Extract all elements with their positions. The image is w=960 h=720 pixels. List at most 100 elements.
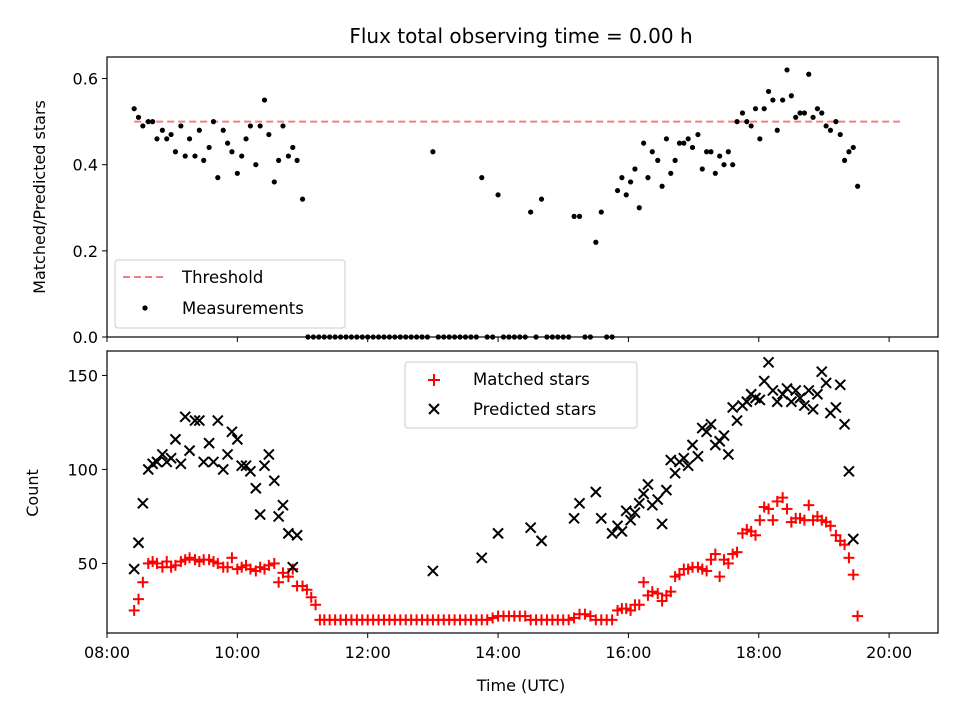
measurement-point xyxy=(770,97,776,103)
measurement-point xyxy=(850,144,856,151)
predicted-star-point xyxy=(573,497,586,509)
predicted-star-point xyxy=(156,448,169,461)
matched-star-point xyxy=(184,552,196,564)
predicted-star-point xyxy=(128,563,140,575)
predicted-star-point xyxy=(203,437,215,449)
predicted-star-point xyxy=(700,426,713,438)
measurement-point xyxy=(135,114,142,120)
matched-star-point xyxy=(830,529,842,541)
predicted-star-point xyxy=(250,482,262,494)
matched-star-point xyxy=(767,514,779,526)
predicted-star-point xyxy=(830,401,842,414)
top-y-tick-label: 0.6 xyxy=(73,70,98,89)
measurement-point xyxy=(632,166,638,172)
measurement-point xyxy=(261,97,268,103)
matched-star-point xyxy=(714,571,726,583)
bottom-y-axis: 50 100 150 xyxy=(67,366,107,573)
matched-star-point xyxy=(843,552,855,564)
matched-star-point xyxy=(839,539,851,551)
measurement-point xyxy=(201,157,207,163)
top-plot-area xyxy=(131,67,900,340)
matched-star-point xyxy=(282,571,294,583)
bottom-y-tick-label: 150 xyxy=(67,366,98,385)
measurement-point xyxy=(685,136,691,142)
measurement-point xyxy=(846,149,852,155)
bottom-plot-area xyxy=(128,356,864,626)
matched-star-point xyxy=(244,563,256,575)
measurement-point xyxy=(159,127,165,133)
measurement-point xyxy=(797,110,803,116)
measurement-point xyxy=(636,205,642,211)
predicted-star-point xyxy=(595,512,607,525)
predicted-star-point xyxy=(820,377,832,389)
predicted-star-point xyxy=(151,456,163,468)
matched-star-point xyxy=(633,599,645,611)
matched-star-point xyxy=(781,503,793,515)
predicted-star-point xyxy=(637,488,650,500)
predicted-star-point xyxy=(692,450,704,462)
predicted-star-point xyxy=(629,506,641,519)
predicted-star-point xyxy=(137,497,149,509)
measurement-point xyxy=(708,149,714,155)
measurement-point xyxy=(229,149,235,155)
top-y-axis: 0.0 0.2 0.4 0.6 xyxy=(73,70,107,347)
matched-star-point xyxy=(301,584,313,596)
matched-star-point xyxy=(763,503,775,515)
measurement-point xyxy=(801,110,807,116)
predicted-star-point xyxy=(132,537,145,549)
predicted-star-point xyxy=(212,414,224,427)
top-panel: 0.0 0.2 0.4 0.6 Matched/Predicted stars Thr… xyxy=(30,56,939,347)
predicted-star-point xyxy=(179,411,191,423)
bottom-axes-frame xyxy=(106,350,939,634)
measurement-point xyxy=(739,110,746,116)
x-tick-label: 14:00 xyxy=(475,643,521,662)
measurement-point xyxy=(186,136,193,142)
measurement-point xyxy=(576,213,583,219)
predicted-star-point xyxy=(235,459,248,472)
matched-stars-legend-swatch xyxy=(428,374,440,386)
predicted-star-point xyxy=(781,382,793,395)
matched-star-point xyxy=(705,554,717,566)
measurement-point xyxy=(721,162,727,168)
measurement-point xyxy=(833,119,839,125)
threshold-legend-label: Threshold xyxy=(181,268,263,287)
measurement-point xyxy=(253,162,259,168)
predicted-star-point xyxy=(656,518,668,530)
measurement-point xyxy=(210,119,217,125)
predicted-star-point xyxy=(789,384,802,397)
measurement-point xyxy=(285,153,292,159)
measurement-point xyxy=(271,179,277,185)
predicted-star-point xyxy=(217,463,229,476)
measurement-point xyxy=(164,136,170,142)
x-tick-label: 10:00 xyxy=(214,643,260,662)
predicted-star-point xyxy=(718,429,730,442)
predicted-stars-legend-label: Predicted stars xyxy=(473,400,596,419)
measurement-point xyxy=(730,162,736,168)
top-y-tick-label: 0.0 xyxy=(73,328,98,347)
measurement-point xyxy=(206,144,212,151)
predicted-star-point xyxy=(568,512,580,525)
x-tick-label: 20:00 xyxy=(866,643,912,662)
bottom-y-tick-label: 100 xyxy=(67,460,98,479)
measurement-point xyxy=(774,127,780,133)
matched-star-point xyxy=(310,599,322,611)
predicted-star-point xyxy=(263,448,275,461)
predicted-star-point xyxy=(197,456,210,468)
predicted-star-point xyxy=(193,414,206,427)
measurement-point xyxy=(220,127,226,133)
measurement-point xyxy=(788,93,794,99)
predicted-star-point xyxy=(535,535,548,547)
predicted-star-point xyxy=(686,439,699,451)
measurements-legend-label: Measurements xyxy=(182,299,304,318)
measurement-point xyxy=(659,183,665,189)
measurement-point xyxy=(752,106,759,112)
predicted-star-point xyxy=(476,552,488,564)
matched-star-point xyxy=(824,520,836,532)
predicted-star-point xyxy=(642,478,654,491)
measurement-point xyxy=(780,97,786,103)
predicted-star-point xyxy=(620,505,632,517)
predicted-star-point xyxy=(660,484,673,496)
predicted-star-point xyxy=(272,510,285,523)
predicted-star-point xyxy=(838,418,851,431)
